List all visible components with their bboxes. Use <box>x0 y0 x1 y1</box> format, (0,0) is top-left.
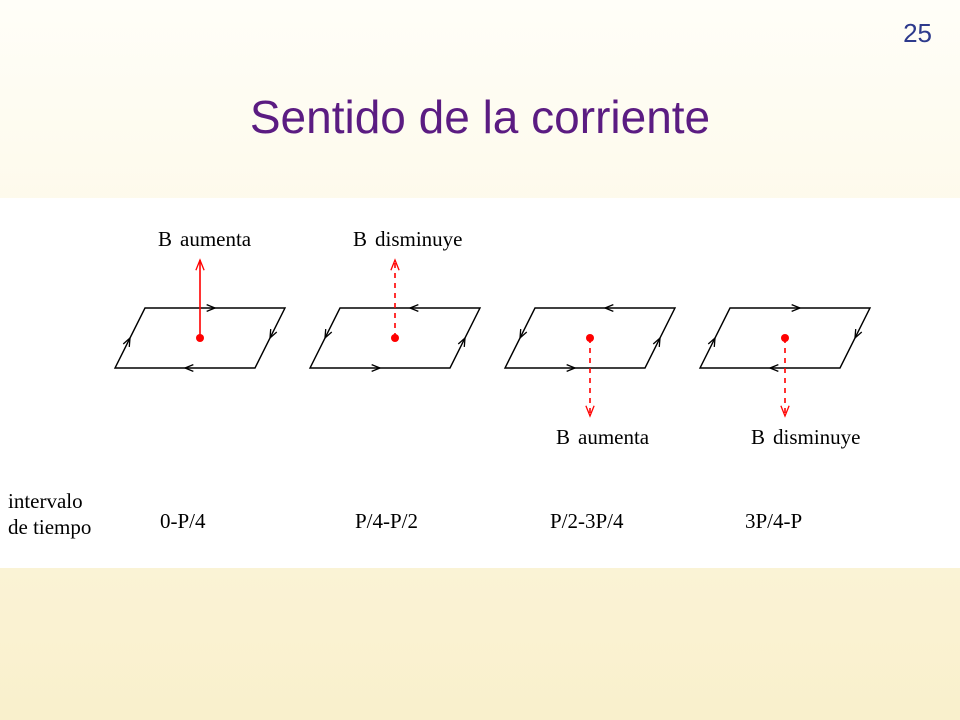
interval-axis-label-1: intervalo <box>8 489 83 513</box>
interval-label: 3P/4-P <box>745 509 802 533</box>
diagram-panel: Baumenta 0-P/4 <box>115 227 285 533</box>
b-label-prefix: B <box>158 227 172 251</box>
diagram-panel: Bdisminuye P/4-P/2 <box>310 227 480 533</box>
diagram-area: intervalode tiempo Baumenta 0-P/4 Bdisminuy… <box>0 198 960 568</box>
diagram-panel: Baumenta P/2-3P/4 <box>505 305 675 533</box>
b-label-word: disminuye <box>375 227 463 251</box>
interval-label: 0-P/4 <box>160 509 206 533</box>
interval-axis-label-2: de tiempo <box>8 515 91 539</box>
b-label-prefix: B <box>751 425 765 449</box>
b-label-word: disminuye <box>773 425 861 449</box>
diagram-panel: Bdisminuye 3P/4-P <box>700 305 870 533</box>
page-number: 25 <box>903 18 932 49</box>
b-label-word: aumenta <box>180 227 252 251</box>
interval-label: P/4-P/2 <box>355 509 418 533</box>
b-label-prefix: B <box>556 425 570 449</box>
page-title: Sentido de la corriente <box>0 90 960 144</box>
b-label-word: aumenta <box>578 425 650 449</box>
diagram-svg: intervalode tiempo Baumenta 0-P/4 Bdisminuy… <box>0 198 960 568</box>
b-label-prefix: B <box>353 227 367 251</box>
interval-label: P/2-3P/4 <box>550 509 624 533</box>
